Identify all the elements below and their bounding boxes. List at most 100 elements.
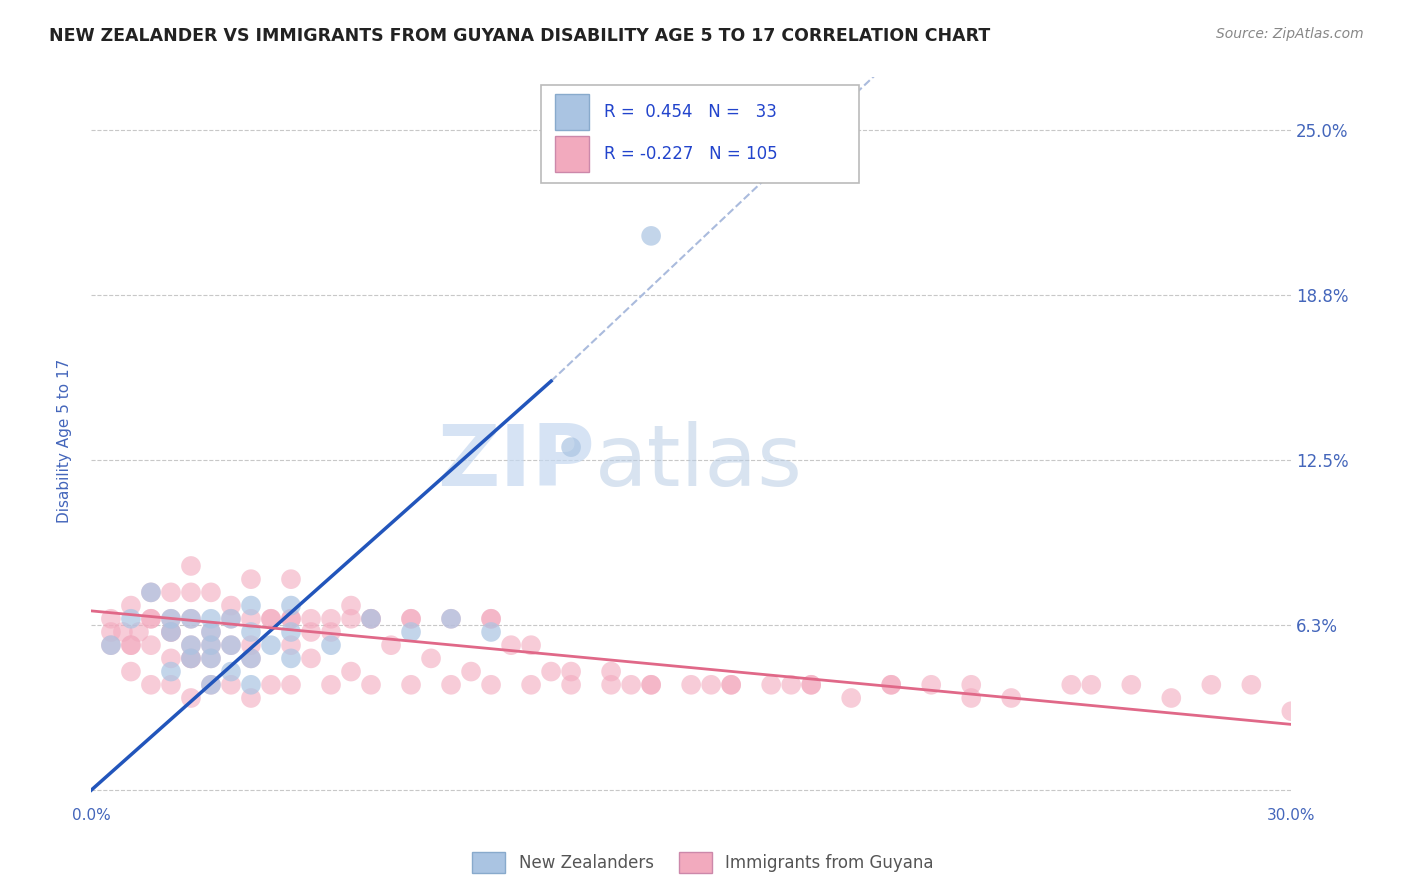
Point [1060, 678, 1083, 692]
Point [280, 624, 302, 639]
Point [1279, 704, 1302, 718]
Point [180, 651, 202, 665]
Point [560, 665, 582, 679]
Point [139, 612, 162, 626]
Point [1080, 678, 1102, 692]
Point [620, 678, 643, 692]
Point [720, 678, 742, 692]
Point [440, 612, 463, 626]
Point [180, 638, 202, 652]
Point [1201, 678, 1223, 692]
Point [160, 665, 183, 679]
Point [560, 440, 582, 454]
Point [240, 612, 263, 626]
Point [640, 228, 662, 243]
Point [120, 612, 142, 626]
Point [240, 572, 263, 586]
Point [780, 678, 803, 692]
Point [440, 678, 463, 692]
Point [139, 678, 162, 692]
Point [960, 691, 983, 706]
Point [100, 638, 122, 652]
Point [600, 678, 623, 692]
Point [280, 599, 302, 613]
Point [240, 651, 263, 665]
Point [280, 612, 302, 626]
Point [200, 678, 222, 692]
Point [180, 558, 202, 573]
Point [160, 624, 183, 639]
Y-axis label: Disability Age 5 to 17: Disability Age 5 to 17 [58, 359, 72, 523]
Point [759, 678, 782, 692]
Point [219, 638, 242, 652]
Bar [555, 95, 589, 130]
Point [200, 638, 222, 652]
Point [280, 572, 302, 586]
Point [260, 612, 283, 626]
Point [200, 585, 222, 599]
Point [120, 665, 142, 679]
Point [700, 678, 723, 692]
Point [240, 638, 263, 652]
Point [360, 612, 382, 626]
Point [560, 678, 582, 692]
Point [120, 599, 142, 613]
Point [920, 678, 942, 692]
Point [880, 678, 903, 692]
Point [180, 651, 202, 665]
Point [160, 624, 183, 639]
Point [460, 665, 482, 679]
Point [180, 612, 202, 626]
Point [380, 638, 402, 652]
Point [240, 678, 263, 692]
Point [180, 691, 202, 706]
Text: atlas: atlas [595, 421, 803, 504]
Point [160, 612, 183, 626]
Point [800, 678, 823, 692]
Legend: New Zealanders, Immigrants from Guyana: New Zealanders, Immigrants from Guyana [465, 846, 941, 880]
Point [600, 665, 623, 679]
Point [120, 638, 142, 652]
Point [399, 678, 422, 692]
Point [219, 665, 242, 679]
Point [160, 585, 183, 599]
Point [319, 612, 342, 626]
Point [200, 624, 222, 639]
Point [100, 624, 122, 639]
Point [139, 612, 162, 626]
Point [299, 651, 322, 665]
Bar [555, 136, 589, 172]
Point [520, 638, 543, 652]
Point [479, 624, 502, 639]
Point [139, 585, 162, 599]
Point [299, 624, 322, 639]
Text: NEW ZEALANDER VS IMMIGRANTS FROM GUYANA DISABILITY AGE 5 TO 17 CORRELATION CHART: NEW ZEALANDER VS IMMIGRANTS FROM GUYANA … [49, 27, 990, 45]
Point [960, 678, 983, 692]
Text: Source: ZipAtlas.com: Source: ZipAtlas.com [1216, 27, 1364, 41]
Point [200, 612, 222, 626]
Point [260, 678, 283, 692]
Point [340, 599, 363, 613]
Point [720, 136, 742, 151]
Point [219, 612, 242, 626]
Point [479, 612, 502, 626]
Point [180, 612, 202, 626]
Point [200, 678, 222, 692]
Point [219, 678, 242, 692]
Point [540, 665, 562, 679]
Point [360, 612, 382, 626]
Point [139, 638, 162, 652]
Point [319, 624, 342, 639]
Point [360, 612, 382, 626]
Text: R = -0.227   N = 105: R = -0.227 N = 105 [603, 145, 778, 162]
FancyBboxPatch shape [541, 85, 859, 183]
Point [260, 612, 283, 626]
Point [280, 638, 302, 652]
Point [360, 678, 382, 692]
Point [880, 678, 903, 692]
Point [440, 612, 463, 626]
Point [120, 638, 142, 652]
Point [200, 624, 222, 639]
Point [1000, 691, 1022, 706]
Point [111, 624, 134, 639]
